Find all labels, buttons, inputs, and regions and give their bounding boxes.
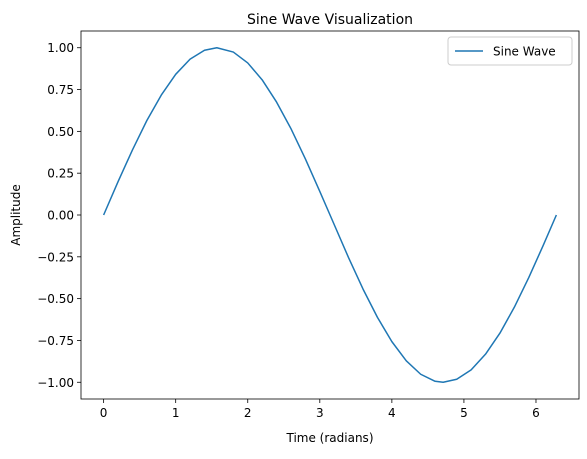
x-axis-ticks: 0 1 2 3 4 5 6 [100, 399, 540, 420]
y-tick-label: −0.50 [37, 292, 74, 306]
y-tick-label: 1.00 [47, 41, 74, 55]
y-tick-label: −0.25 [37, 250, 74, 264]
x-tick-label: 4 [388, 406, 396, 420]
x-axis-label: Time (radians) [286, 431, 374, 445]
series-line-0 [102, 46, 558, 384]
x-tick-label: 1 [172, 406, 180, 420]
legend: Sine Wave [447, 36, 573, 66]
y-axis-ticks: −1.00 −0.75 −0.50 −0.25 0.00 0.25 0.50 0.75 1.00 [37, 41, 81, 390]
legend-label: Sine Wave [493, 45, 556, 59]
x-tick-label: 6 [532, 406, 540, 420]
x-tick-label: 3 [316, 406, 324, 420]
x-tick-label: 5 [460, 406, 468, 420]
y-tick-label: 0.75 [47, 83, 74, 97]
y-tick-label: 0.00 [47, 209, 74, 223]
chart-title: Sine Wave Visualization [247, 12, 413, 28]
y-tick-label: 0.50 [47, 125, 74, 139]
x-tick-label: 0 [100, 406, 108, 420]
x-tick-label: 2 [244, 406, 252, 420]
y-axis-label: Amplitude [9, 184, 23, 246]
y-tick-label: −1.00 [37, 376, 74, 390]
legend-box [447, 36, 573, 66]
series-layer [102, 46, 558, 384]
y-tick-label: −0.75 [37, 334, 74, 348]
y-tick-label: 0.25 [47, 167, 74, 181]
